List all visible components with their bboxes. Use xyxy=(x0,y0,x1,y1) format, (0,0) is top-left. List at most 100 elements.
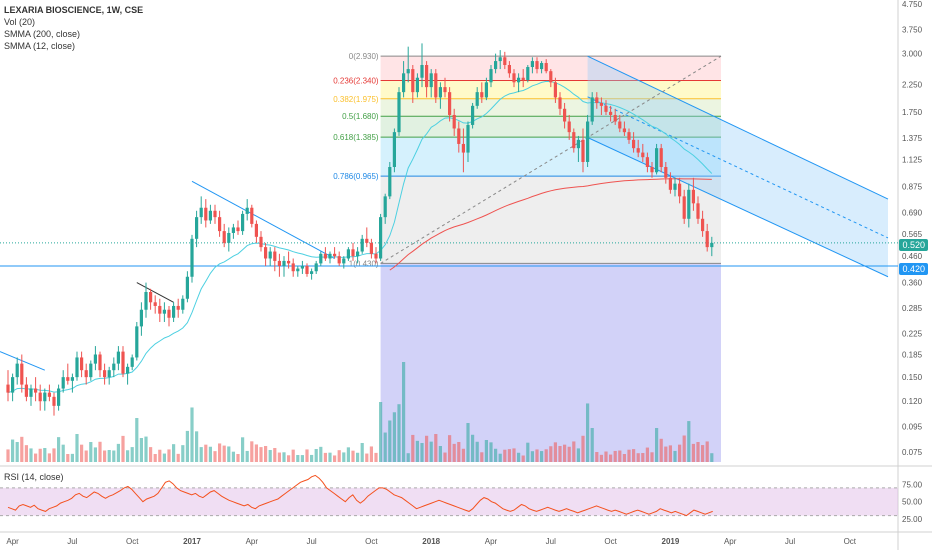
price-axis-label: 0.565 xyxy=(902,230,923,239)
volume-bar xyxy=(650,452,654,462)
volume-bar xyxy=(351,450,355,462)
candle-body xyxy=(622,128,626,133)
volume-bar xyxy=(581,435,585,462)
support-price-badge: 0.420 xyxy=(899,263,928,275)
candle-body xyxy=(66,377,70,381)
volume-bar xyxy=(512,448,516,462)
candle-body xyxy=(392,132,396,167)
candle-body xyxy=(475,92,479,106)
volume-bar xyxy=(337,450,341,462)
candle-body xyxy=(24,384,28,397)
volume-bar xyxy=(535,449,539,462)
candle-body xyxy=(319,253,323,264)
candle-body xyxy=(710,242,714,248)
price-axis-label: 1.375 xyxy=(902,134,923,143)
volume-profile-zone xyxy=(380,263,721,462)
candle-body xyxy=(576,139,580,149)
candle-body xyxy=(75,357,79,378)
volume-bar xyxy=(52,448,56,462)
volume-bar xyxy=(287,455,291,462)
candle-body xyxy=(277,260,281,266)
price-axis-label: 1.125 xyxy=(902,156,923,165)
candle-body xyxy=(259,236,263,248)
candle-body xyxy=(112,363,116,371)
volume-bar xyxy=(494,448,498,462)
volume-bar xyxy=(701,445,705,462)
candle-body xyxy=(310,271,314,274)
fib-band xyxy=(380,98,721,117)
volume-bar xyxy=(429,441,433,462)
candle-body xyxy=(264,247,268,259)
candle-body xyxy=(57,388,61,406)
fib-level-label: 0.236(2.340) xyxy=(333,76,379,85)
candle-body xyxy=(190,238,194,277)
candle-body xyxy=(199,207,203,218)
volume-bar xyxy=(489,442,493,462)
volume-bar xyxy=(618,450,622,462)
volume-bar xyxy=(576,448,580,462)
volume-bar xyxy=(369,446,373,462)
volume-bar xyxy=(84,450,88,462)
candle-body xyxy=(379,217,383,259)
volume-bar xyxy=(250,441,254,462)
volume-bar xyxy=(328,452,332,462)
volume-bar xyxy=(530,451,534,462)
candle-body xyxy=(461,143,465,153)
volume-bar xyxy=(434,434,438,462)
volume-bar xyxy=(710,453,714,462)
candle-body xyxy=(517,77,521,83)
candle-body xyxy=(342,258,346,264)
candle-body xyxy=(613,114,617,122)
candle-body xyxy=(34,388,38,393)
price-axis-label: 0.185 xyxy=(902,350,923,359)
candle-body xyxy=(208,210,212,221)
volume-bar xyxy=(586,403,590,462)
candle-body xyxy=(429,73,433,88)
time-axis-label: 2017 xyxy=(183,537,201,546)
volume-bar xyxy=(29,448,33,462)
candle-body xyxy=(374,253,378,259)
volume-bar xyxy=(38,448,42,462)
candle-body xyxy=(268,251,272,259)
price-axis-label: 0.075 xyxy=(902,448,923,457)
volume-bar xyxy=(310,454,314,462)
candle-body xyxy=(457,128,461,144)
volume-bar xyxy=(319,446,323,462)
candle-body xyxy=(494,61,498,70)
candle-body xyxy=(581,139,585,162)
candle-body xyxy=(181,298,185,310)
volume-bar xyxy=(107,450,111,462)
volume-bar xyxy=(282,452,286,462)
volume-bar xyxy=(227,446,231,462)
volume-bar xyxy=(360,443,364,462)
time-axis-label: Jul xyxy=(306,537,316,546)
candle-body xyxy=(231,227,235,233)
price-axis-label: 0.225 xyxy=(902,329,923,338)
candle-body xyxy=(337,256,341,264)
time-axis-label: Oct xyxy=(604,537,617,546)
candle-body xyxy=(641,152,645,158)
volume-bar xyxy=(379,402,383,462)
time-axis-label: Jul xyxy=(67,537,77,546)
candle-body xyxy=(250,207,254,224)
candle-body xyxy=(535,61,539,70)
candle-body xyxy=(632,139,636,149)
fib-level-label: 0.786(0.965) xyxy=(333,172,379,181)
volume-bar xyxy=(204,444,208,462)
candle-body xyxy=(282,260,286,266)
smma200-legend: SMMA (200, close) xyxy=(4,29,81,39)
candle-body xyxy=(434,73,438,98)
candle-body xyxy=(185,276,189,299)
candle-body xyxy=(121,351,125,374)
volume-bar xyxy=(208,446,212,462)
volume-bar xyxy=(526,442,530,462)
candle-body xyxy=(590,97,594,122)
candle-body xyxy=(567,121,571,133)
candle-body xyxy=(296,268,300,272)
candle-body xyxy=(15,363,19,378)
candle-body xyxy=(346,249,350,259)
volume-bar xyxy=(130,447,134,462)
trendline-early xyxy=(0,351,45,371)
